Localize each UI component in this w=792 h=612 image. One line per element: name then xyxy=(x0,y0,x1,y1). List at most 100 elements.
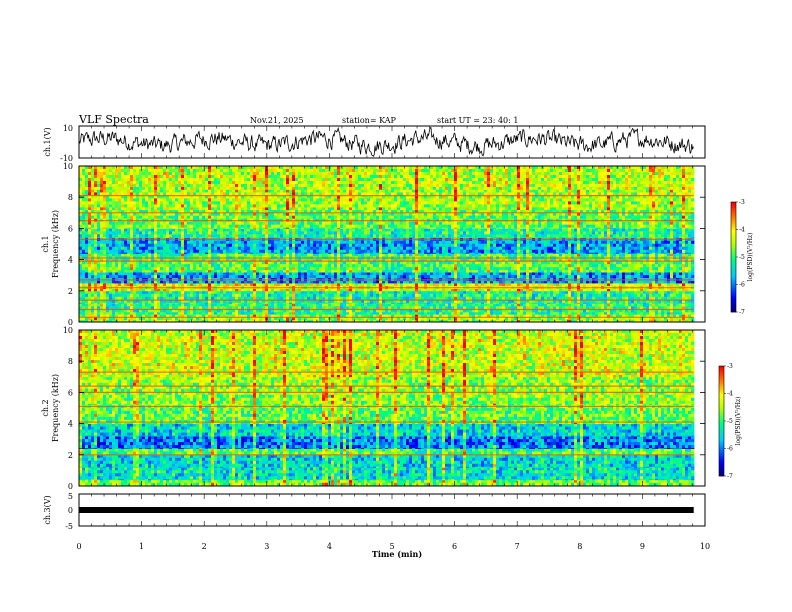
spectrogram-cell xyxy=(604,290,608,295)
ch1-ytick-bottom: -10 xyxy=(60,154,73,163)
spectrogram-cell xyxy=(247,290,251,295)
spectrogram-cell xyxy=(211,299,215,304)
spectrogram-cell xyxy=(286,253,290,257)
spectrogram-cell xyxy=(265,314,269,318)
spectrogram-cell xyxy=(436,306,440,310)
spectrogram-cell xyxy=(580,302,584,304)
spectrogram-cell xyxy=(442,253,446,257)
spectrogram-cell xyxy=(133,261,137,265)
spectrogram-cell xyxy=(295,314,299,318)
spectrogram-cell xyxy=(571,283,575,287)
spectrogram-cell xyxy=(136,293,140,298)
spectrogram-cell xyxy=(517,275,521,279)
spectrogram-cell xyxy=(103,303,107,307)
spectrogram-cell xyxy=(466,289,470,292)
spectrogram-cell xyxy=(448,309,452,313)
spectrogram-cell xyxy=(370,281,374,284)
spectrogram-cell xyxy=(439,275,443,279)
spectrogram-cell xyxy=(562,261,566,265)
spectrogram-cell xyxy=(442,289,446,292)
spectrogram-cell xyxy=(226,306,230,310)
spectrogram-cell xyxy=(652,317,656,321)
spectrogram-cell xyxy=(346,302,350,304)
spectrogram-cell xyxy=(622,317,626,321)
spectrogram-cell xyxy=(673,267,677,271)
spectrogram-cell xyxy=(97,275,101,279)
spectrogram-cell xyxy=(529,281,533,284)
spectrogram-cell xyxy=(178,289,182,292)
spectrogram-cell xyxy=(313,320,317,322)
spectrogram-cell xyxy=(163,312,167,315)
spectrogram-cell xyxy=(502,264,506,268)
spectrogram-cell xyxy=(184,312,188,315)
spectrogram-cell xyxy=(628,309,632,313)
spectrogram-cell xyxy=(238,272,242,276)
spectrogram-cell xyxy=(568,267,572,271)
spectrogram-cell xyxy=(583,293,587,298)
spectrogram-cell xyxy=(514,267,518,271)
spectrogram-cell xyxy=(292,317,296,321)
spectrogram-cell xyxy=(658,293,662,298)
spectrogram-cell xyxy=(541,312,545,315)
spectrogram-cell xyxy=(658,275,662,279)
spectrogram-cell xyxy=(193,289,197,292)
spectrogram-cell xyxy=(322,272,326,276)
spectrogram-cell xyxy=(91,317,95,321)
spectrogram-cell xyxy=(301,283,305,287)
spectrogram-cell xyxy=(298,296,302,301)
spectrogram-cell xyxy=(475,270,479,273)
spectrogram-cell xyxy=(121,267,125,271)
spectrogram-cell xyxy=(475,302,479,304)
spectrogram-cell xyxy=(490,289,494,292)
spectrogram-cell xyxy=(205,320,209,322)
spectrogram-cell xyxy=(136,320,140,322)
spectrogram-cell xyxy=(550,264,554,268)
spectrogram-cell xyxy=(238,314,242,318)
spectrogram-cell xyxy=(571,312,575,315)
spectrogram-cell xyxy=(421,270,425,273)
spectrogram-cell xyxy=(658,283,662,287)
spectrogram-cell xyxy=(424,302,428,304)
spectrogram-cell xyxy=(286,289,290,292)
spectrogram-cell xyxy=(448,293,452,298)
spectrogram-cell xyxy=(226,290,230,295)
spectrogram-cell xyxy=(463,317,467,321)
spectrogram-cell xyxy=(97,314,101,318)
spectrogram-cell xyxy=(520,283,524,287)
spectrogram-cell xyxy=(436,320,440,322)
spectrogram-cell xyxy=(331,306,335,310)
spectrogram-cell xyxy=(682,275,686,279)
spectrogram-cell xyxy=(502,267,506,271)
spectrogram-cell xyxy=(136,314,140,318)
spectrogram-cell xyxy=(628,275,632,279)
spectrogram-cell xyxy=(484,270,488,273)
spectrogram-cell xyxy=(481,312,485,315)
spectrogram-cell xyxy=(568,275,572,279)
spectrogram-cell xyxy=(382,264,386,268)
spectrogram-cell xyxy=(553,312,557,315)
spectrogram-cell xyxy=(235,306,239,310)
spectrogram-cell xyxy=(532,296,536,301)
spectrogram-cell xyxy=(169,289,173,292)
spectrogram-cell xyxy=(646,309,650,313)
spectrogram-cell xyxy=(538,283,542,287)
spectrogram-cell xyxy=(304,281,308,284)
spectrogram-cell xyxy=(316,270,320,273)
spectrogram-cell xyxy=(550,289,554,292)
spectrogram-cell xyxy=(658,320,662,322)
spectrogram-cell xyxy=(499,261,503,265)
spectrogram-cell xyxy=(457,275,461,279)
spectrogram-cell xyxy=(409,320,413,322)
spectrogram-cell xyxy=(115,290,119,295)
spectrogram-cell xyxy=(289,314,293,318)
spectrogram-cell xyxy=(388,289,392,292)
spectrogram-cell xyxy=(361,314,365,318)
spectrogram-cell xyxy=(472,289,476,292)
spectrogram-cell xyxy=(538,253,542,257)
spectrogram-cell xyxy=(307,317,311,321)
spectrogram-cell xyxy=(142,275,146,279)
spectrogram-cell xyxy=(391,272,395,276)
spectrogram-cell xyxy=(262,299,266,304)
spectrogram-cell xyxy=(547,290,551,295)
spectrogram-cell xyxy=(535,309,539,313)
